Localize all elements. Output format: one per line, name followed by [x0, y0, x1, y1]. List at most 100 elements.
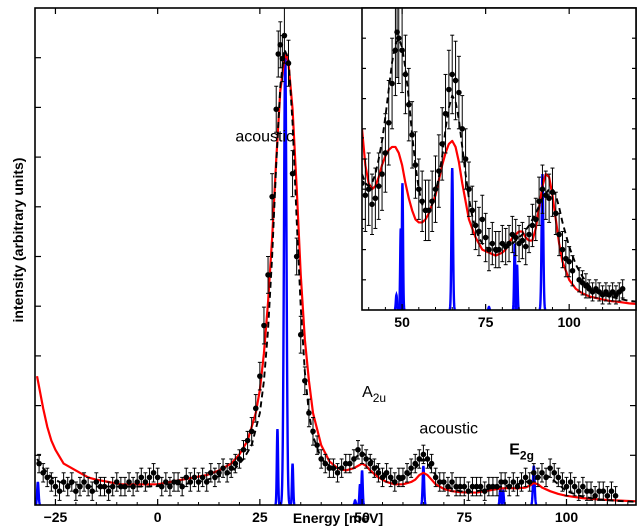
inset-data-point-9 [389, 37, 395, 130]
main-data-point-40 [199, 467, 206, 488]
main-data-point-95 [416, 449, 423, 469]
inset-data-point-63 [566, 246, 572, 278]
main-data-point-139 [596, 481, 603, 501]
annotations: acoustic A2u acoustic E2g [235, 128, 534, 462]
main-data-point-12 [85, 476, 91, 497]
main-data-point-83 [367, 453, 374, 474]
main-data-point-36 [183, 467, 190, 488]
main-data-point-101 [441, 472, 447, 492]
main-data-point-70 [314, 435, 320, 455]
main-data-point-93 [408, 458, 414, 478]
inset-data-point-55 [539, 164, 546, 214]
main-data-point-131 [563, 476, 570, 497]
main-data-point-109 [473, 476, 480, 497]
main-data-point-132 [567, 472, 574, 492]
main-data-point-38 [191, 467, 198, 488]
main-data-point-27 [146, 467, 153, 488]
main-data-point-57 [269, 173, 275, 221]
main-data-point-88 [387, 467, 394, 488]
main-data-point-33 [171, 472, 177, 492]
main-data-point-56 [265, 256, 271, 294]
annotation-0: acoustic [235, 128, 294, 145]
main-x-tick-label-3: 50 [354, 509, 370, 525]
main-data-point-64 [289, 150, 296, 198]
x-axis-label: Energy [meV] [293, 510, 383, 526]
main-data-point-114 [494, 476, 500, 497]
main-data-point-59 [275, 30, 282, 78]
main-data-point-55 [261, 306, 267, 345]
main-data-point-45 [220, 458, 226, 478]
main-data-point-107 [465, 481, 472, 501]
main-data-point-8 [68, 472, 75, 492]
main-data-point-77 [342, 453, 349, 474]
inset-data-point-26 [442, 73, 449, 154]
inset-data-point-37 [479, 194, 486, 245]
main-data-point-129 [555, 467, 562, 488]
main-x-tick-label-5: 100 [555, 509, 579, 525]
inset-data-point-35 [472, 200, 479, 251]
inset-data-point-36 [476, 206, 482, 257]
main-data-point-16 [101, 476, 108, 497]
inset-data-point-21 [426, 179, 432, 242]
inset-data-point-5 [375, 152, 382, 220]
main-data-point-23 [130, 476, 136, 497]
inset-data-point-50 [522, 227, 529, 266]
main-data-point-111 [481, 481, 488, 501]
inset-data-point-15 [405, 67, 412, 142]
main-data-point-52 [248, 417, 255, 446]
inset-data-point-31 [459, 95, 466, 163]
inset-data-point-61 [559, 230, 566, 269]
main-data-point-92 [404, 463, 410, 483]
main-data-point-4 [52, 476, 59, 497]
inset-data-point-3 [369, 173, 375, 235]
main-data-point-10 [77, 476, 83, 497]
main-data-point-61 [279, 35, 286, 83]
main-data-point-97 [424, 449, 431, 469]
main-x-tick-label-0: −25 [44, 509, 68, 525]
main-data-point-120 [518, 472, 525, 492]
main-data-point-32 [167, 476, 173, 497]
inset-data-point-19 [419, 170, 425, 232]
main-data-point-141 [604, 486, 611, 505]
main-data-point-79 [351, 449, 357, 469]
main-data-point-118 [510, 472, 517, 492]
inset-phonon-peak-3 [448, 168, 456, 310]
inset-data-point-8 [385, 79, 392, 166]
main-data-point-42 [208, 463, 214, 483]
annotation-2: acoustic [419, 421, 478, 438]
inset-dashed-curve [362, 37, 636, 303]
main-data-point-103 [449, 472, 455, 492]
inset-plot: 50 75 100 [361, 7, 637, 330]
inset-data-point-34 [469, 185, 476, 235]
inset-data-point-64 [569, 255, 576, 287]
inset-data-point-14 [402, 34, 409, 115]
inset-data-point-59 [553, 191, 559, 235]
main-data-point-90 [396, 467, 402, 488]
main-data-point-71 [318, 449, 324, 469]
main-data-point-116 [502, 472, 508, 492]
main-data-point-58 [273, 85, 280, 133]
inset-data-point-13 [399, 8, 405, 94]
main-data-point-106 [461, 476, 468, 497]
main-data-point-53 [252, 394, 259, 423]
main-data-point-65 [293, 237, 300, 276]
inset-data-point-45 [506, 224, 512, 263]
main-data-point-123 [530, 463, 537, 483]
main-curves [35, 8, 636, 505]
main-data-point-99 [432, 467, 439, 488]
main-data-point-30 [158, 476, 165, 497]
main-phonon-peak-7 [420, 465, 427, 505]
inset-data-point-38 [482, 212, 489, 263]
main-data-point-80 [355, 440, 361, 460]
main-data-point-39 [195, 472, 202, 492]
main-data-point-37 [187, 472, 194, 492]
main-data-point-19 [113, 472, 120, 492]
main-data-point-135 [580, 476, 586, 497]
main-data-point-75 [334, 463, 341, 483]
main-data-point-31 [163, 472, 169, 492]
main-data-point-6 [60, 472, 67, 492]
y-axis-label: intensity (arbitrary units) [10, 158, 26, 323]
main-data-point-66 [297, 315, 304, 354]
main-data-point-49 [236, 449, 243, 469]
main-data-point-1 [40, 463, 46, 483]
